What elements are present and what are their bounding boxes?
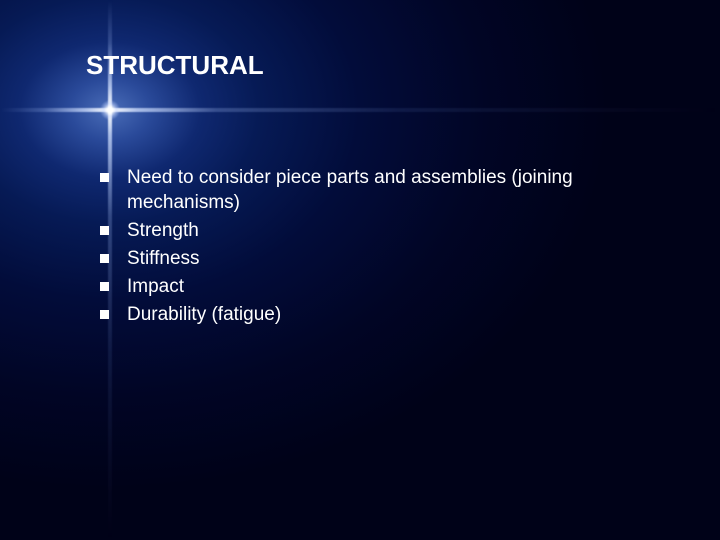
slide-title: STRUCTURAL [86,50,264,81]
bullet-square-icon [100,310,109,319]
bullet-square-icon [100,173,109,182]
list-item: Strength [100,218,660,243]
slide-body: Need to consider piece parts and assembl… [100,165,660,330]
list-item: Stiffness [100,246,660,271]
slide: STRUCTURAL Need to consider piece parts … [0,0,720,540]
bullet-text: Strength [127,218,660,243]
bullet-text: Durability (fatigue) [127,302,660,327]
bullet-square-icon [100,226,109,235]
list-item: Impact [100,274,660,299]
bullet-square-icon [100,282,109,291]
lens-flare-horizontal [0,108,720,112]
list-item: Durability (fatigue) [100,302,660,327]
bullet-text: Stiffness [127,246,660,271]
list-item: Need to consider piece parts and assembl… [100,165,660,215]
bullet-text: Impact [127,274,660,299]
bullet-square-icon [100,254,109,263]
bullet-text: Need to consider piece parts and assembl… [127,165,660,215]
lens-flare-core [100,100,120,120]
